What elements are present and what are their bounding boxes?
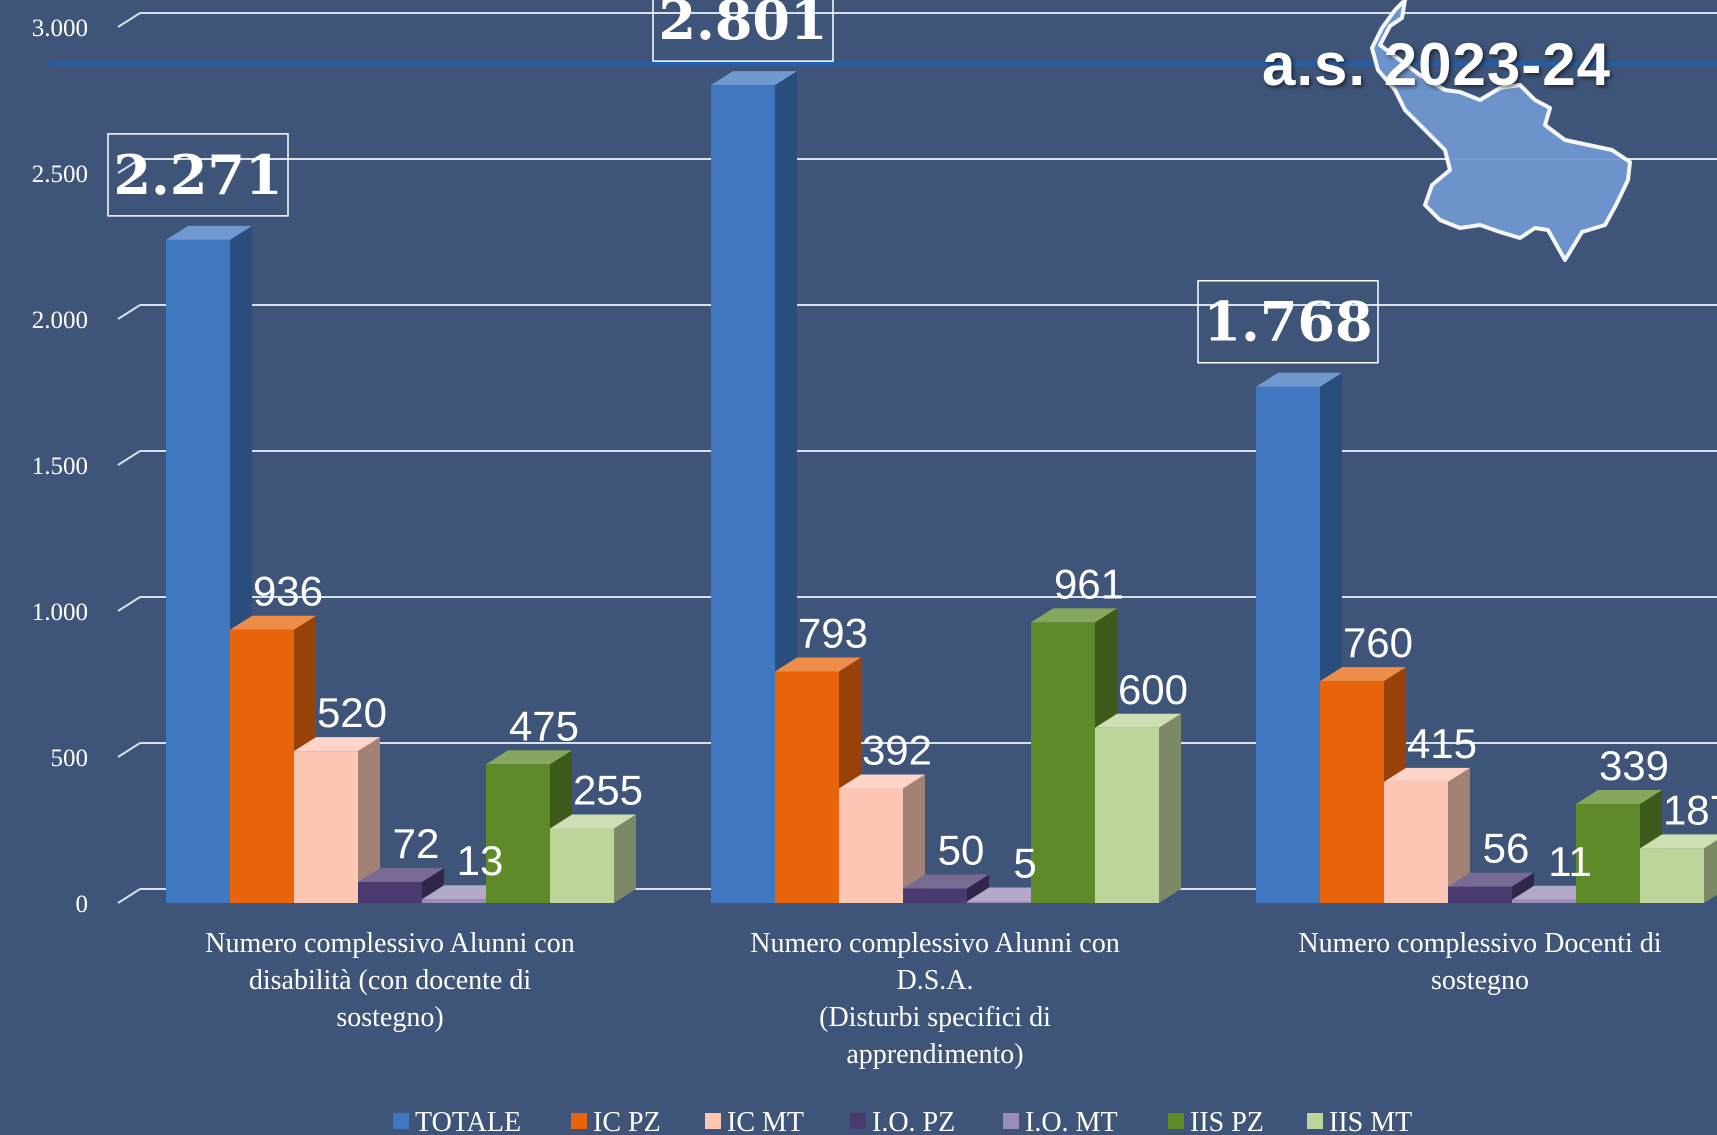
legend-item: I.O. PZ bbox=[850, 1107, 955, 1135]
legend-label: I.O. MT bbox=[1025, 1107, 1118, 1135]
bar-ic-mt bbox=[839, 774, 925, 903]
value-label: 392 bbox=[862, 727, 932, 774]
value-label: 961 bbox=[1054, 560, 1124, 607]
legend-label: IIS PZ bbox=[1190, 1107, 1264, 1135]
category-label: Numero complessivo Docenti di sostegno bbox=[1298, 928, 1661, 996]
legend-swatch bbox=[393, 1113, 409, 1129]
legend-swatch bbox=[571, 1113, 587, 1129]
legend-swatch bbox=[850, 1113, 866, 1129]
legend-label: IC PZ bbox=[593, 1107, 661, 1135]
total-value-label: 1.768 bbox=[1203, 290, 1372, 354]
value-label: 13 bbox=[457, 837, 504, 884]
total-label-box bbox=[652, 0, 834, 62]
y-tick-label: 1.000 bbox=[32, 599, 88, 626]
value-label: 5 bbox=[1013, 840, 1036, 887]
value-label: 475 bbox=[509, 702, 579, 749]
category-label: Numero complessivo Alunni con disabilità … bbox=[205, 928, 574, 1033]
legend-item: IIS PZ bbox=[1168, 1107, 1264, 1135]
total-value-label: 2.271 bbox=[113, 143, 282, 207]
y-tick-label: 500 bbox=[51, 745, 89, 772]
total-label-box bbox=[1197, 279, 1379, 364]
bar-iis-mt bbox=[550, 814, 636, 903]
bar-iis-mt bbox=[1640, 834, 1717, 903]
gridline-depth bbox=[117, 888, 141, 904]
value-label: 72 bbox=[393, 820, 440, 867]
y-tick-label: 2.500 bbox=[32, 161, 88, 188]
total-label-box bbox=[107, 133, 289, 217]
value-label: 339 bbox=[1599, 742, 1669, 789]
gridline-depth bbox=[117, 450, 141, 466]
gridline-depth bbox=[117, 158, 141, 174]
value-labels: 2.271 2.801 1.768 936 793 760 520 392 415 72 50 56 1… bbox=[107, 0, 1717, 887]
bar-i-o-pz bbox=[903, 874, 989, 903]
gridline-depth bbox=[117, 304, 141, 320]
bar-ic-mt bbox=[1384, 767, 1470, 903]
gridline-depth bbox=[117, 742, 141, 758]
y-tick-label: 3.000 bbox=[32, 15, 88, 42]
y-axis: 0 500 1.000 1.500 2.000 2.500 3.000 bbox=[32, 15, 88, 918]
legend-swatch bbox=[1003, 1113, 1019, 1129]
legend-swatch bbox=[1307, 1113, 1323, 1129]
value-label: 760 bbox=[1343, 619, 1413, 666]
value-label: 56 bbox=[1483, 825, 1530, 872]
legend-label: I.O. PZ bbox=[872, 1107, 955, 1135]
legend-item: IC PZ bbox=[571, 1107, 661, 1135]
legend-label: TOTALE bbox=[415, 1107, 521, 1135]
legend-label: IIS MT bbox=[1329, 1107, 1412, 1135]
legend-swatch bbox=[705, 1113, 721, 1129]
bars bbox=[166, 71, 1717, 904]
value-label: 793 bbox=[798, 609, 868, 656]
gridline-depth bbox=[117, 596, 141, 612]
legend-item: TOTALE bbox=[393, 1107, 521, 1135]
category-labels: Numero complessivo Alunni con disabilità … bbox=[205, 928, 1661, 1070]
value-label: 11 bbox=[1548, 838, 1592, 885]
value-label: 187 bbox=[1663, 786, 1717, 833]
y-tick-label: 0 bbox=[76, 891, 89, 918]
bar-i-o-pz bbox=[358, 867, 444, 903]
school-year-badge: a.s. 2023-24 bbox=[1262, 31, 1611, 98]
bar-ic-pz bbox=[775, 657, 861, 903]
bar-ic-pz bbox=[1320, 667, 1406, 903]
value-label: 415 bbox=[1407, 720, 1477, 767]
legend-item: IC MT bbox=[705, 1107, 804, 1135]
legend-label: IC MT bbox=[727, 1107, 804, 1135]
value-label: 936 bbox=[253, 568, 323, 615]
value-label: 50 bbox=[938, 826, 985, 873]
bar-ic-mt bbox=[294, 737, 380, 903]
legend: TOTALE IC PZ IC MT I.O. PZ I.O. MT IIS PZ IIS … bbox=[393, 1107, 1412, 1135]
value-label: 600 bbox=[1118, 666, 1188, 713]
total-value-label: 2.801 bbox=[658, 0, 827, 52]
bar-iis-mt bbox=[1095, 713, 1181, 903]
gridlines bbox=[50, 12, 1717, 904]
y-tick-label: 2.000 bbox=[32, 307, 88, 334]
category-label: Numero complessivo Alunni con D.S.A. (Dist… bbox=[750, 928, 1119, 1070]
value-label: 255 bbox=[573, 767, 643, 814]
legend-item: I.O. MT bbox=[1003, 1107, 1118, 1135]
gridline-depth bbox=[117, 12, 141, 28]
bar-i-o-pz bbox=[1448, 872, 1534, 903]
y-tick-label: 1.500 bbox=[32, 453, 88, 480]
legend-item: IIS MT bbox=[1307, 1107, 1412, 1135]
legend-swatch bbox=[1168, 1113, 1184, 1129]
value-label: 520 bbox=[317, 689, 387, 736]
basilicata-map-icon bbox=[1370, 0, 1632, 262]
